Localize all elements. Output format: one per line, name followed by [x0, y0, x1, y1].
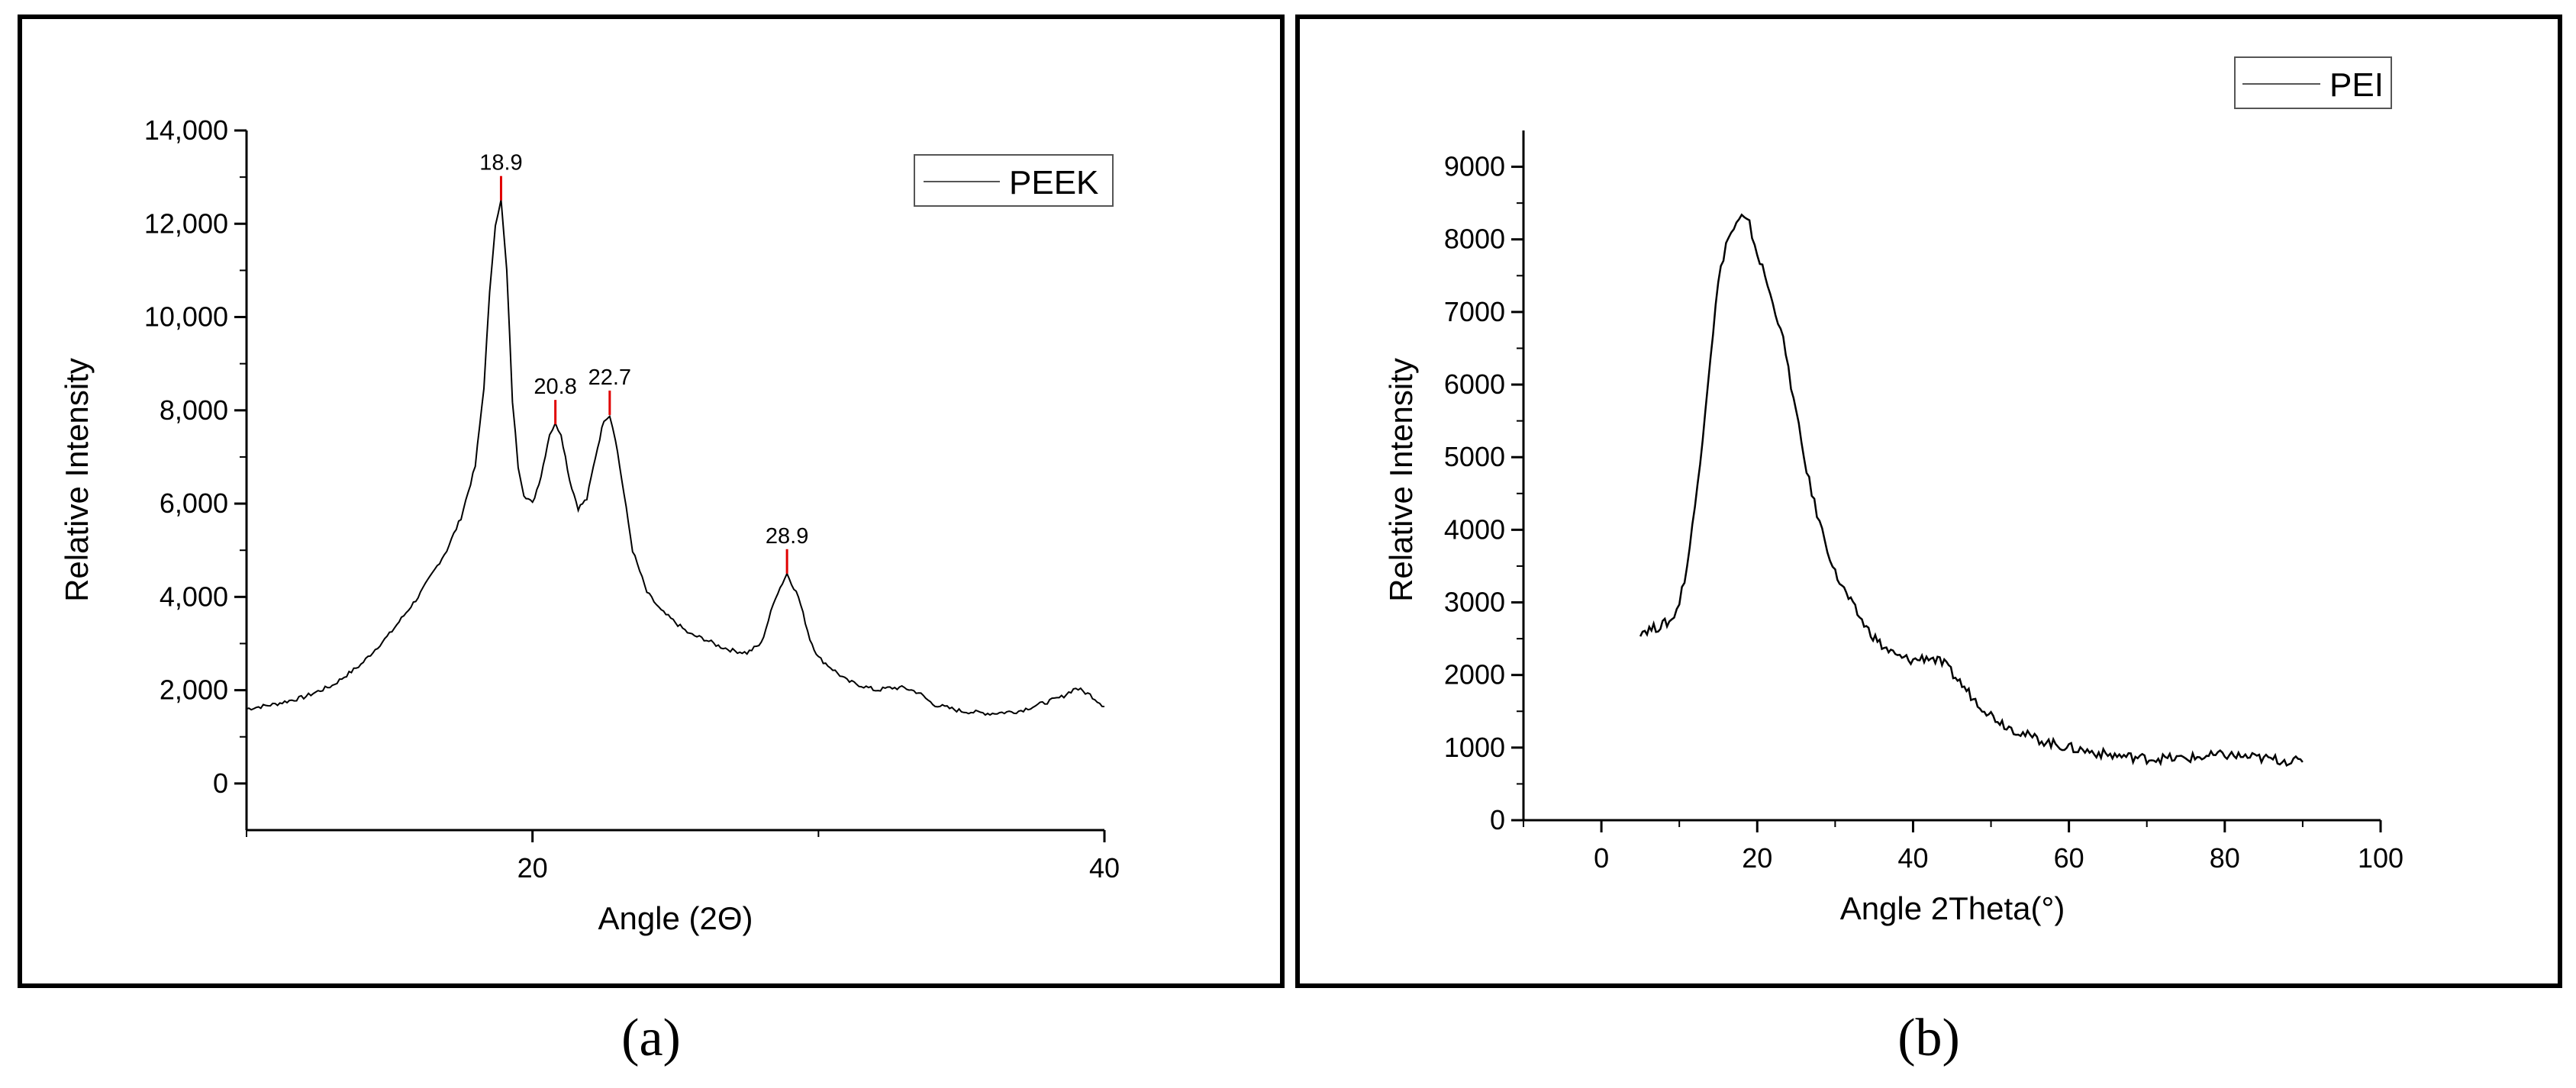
- x-tick-label: 20: [517, 852, 548, 884]
- panel-a-y-axis: 0 2,000 4,000 6,000 8,000 10,000 12,000 14,000: [144, 114, 247, 799]
- panel-a-legend: PEEK: [914, 154, 1114, 207]
- y-tick-label: 5000: [1444, 441, 1505, 472]
- y-tick-label: 4000: [1444, 513, 1505, 545]
- panel-b: 0 1000 2000 3000 4000 5000 6000 7000 8000 9000 0 2…: [1295, 14, 2562, 988]
- x-tick-label: 80: [2210, 842, 2240, 874]
- panel-b-y-axis-title: Relative Intensity: [1383, 358, 1419, 602]
- panel-a-legend-box: [914, 154, 1114, 207]
- y-tick-label: 2,000: [160, 674, 228, 706]
- y-tick-label: 12,000: [144, 208, 228, 239]
- panel-b-legend: PEI: [2234, 56, 2392, 109]
- y-tick-label: 6000: [1444, 369, 1505, 400]
- y-tick-label: 0: [213, 768, 228, 799]
- panel-b-x-axis-title: Angle 2Theta(°): [1840, 890, 2065, 926]
- y-tick-label: 7000: [1444, 296, 1505, 327]
- y-tick-label: 1000: [1444, 732, 1505, 763]
- panel-a-peak-labels: 18.9 20.8 22.7 28.9: [479, 151, 808, 574]
- x-tick-label: 40: [1897, 842, 1928, 874]
- peak-label: 28.9: [766, 524, 808, 549]
- panel-a-legend-label: PEEK: [1009, 164, 1098, 201]
- peek-series-line: [246, 199, 1105, 716]
- panel-b-frame: [1295, 14, 2562, 988]
- y-tick-label: 3000: [1444, 587, 1505, 618]
- y-tick-label: 4,000: [160, 581, 228, 612]
- x-tick-label: 20: [1742, 842, 1772, 874]
- y-tick-label: 6,000: [160, 488, 228, 519]
- x-tick-label: 40: [1089, 852, 1120, 884]
- panel-a-x-axis: 20 40: [246, 830, 1120, 884]
- x-tick-label: 100: [2358, 842, 2404, 874]
- peak-label: 22.7: [588, 365, 631, 390]
- panel-b-legend-box: [2234, 56, 2392, 109]
- panel-a-caption: (a): [621, 1009, 681, 1067]
- panel-a: 02,0004,0006,0008,00010,00012,00014,000 …: [18, 14, 1285, 988]
- x-tick-label: 0: [1594, 842, 1609, 874]
- panel-a-frame: [18, 14, 1285, 988]
- y-tick-label: 8000: [1444, 224, 1505, 255]
- peak-label: 20.8: [534, 375, 576, 399]
- y-tick-label: 2000: [1444, 659, 1505, 690]
- peak-label: 18.9: [479, 151, 522, 175]
- y-tick-label: 0: [1490, 804, 1505, 835]
- pei-series-line: [1639, 213, 2304, 768]
- y-tick-label: 10,000: [144, 301, 228, 333]
- y-tick-label: 8,000: [160, 394, 228, 426]
- y-tick-label: 14,000: [144, 114, 228, 146]
- y-tick-label: 9000: [1444, 151, 1505, 182]
- panel-b-caption: (b): [1897, 1009, 1960, 1067]
- panel-a-x-axis-title: Angle (2Θ): [598, 900, 753, 936]
- panel-b-legend-label: PEI: [2329, 66, 2384, 104]
- x-tick-label: 60: [2054, 842, 2084, 874]
- panel-b-y-axis: 0 1000 2000 3000 4000 5000 6000 7000 8000 9000: [1444, 151, 1523, 835]
- panel-b-x-axis: 0 20 40 60 80 100: [1523, 820, 2404, 874]
- panel-a-y-axis-title: Relative Intensity: [59, 358, 95, 602]
